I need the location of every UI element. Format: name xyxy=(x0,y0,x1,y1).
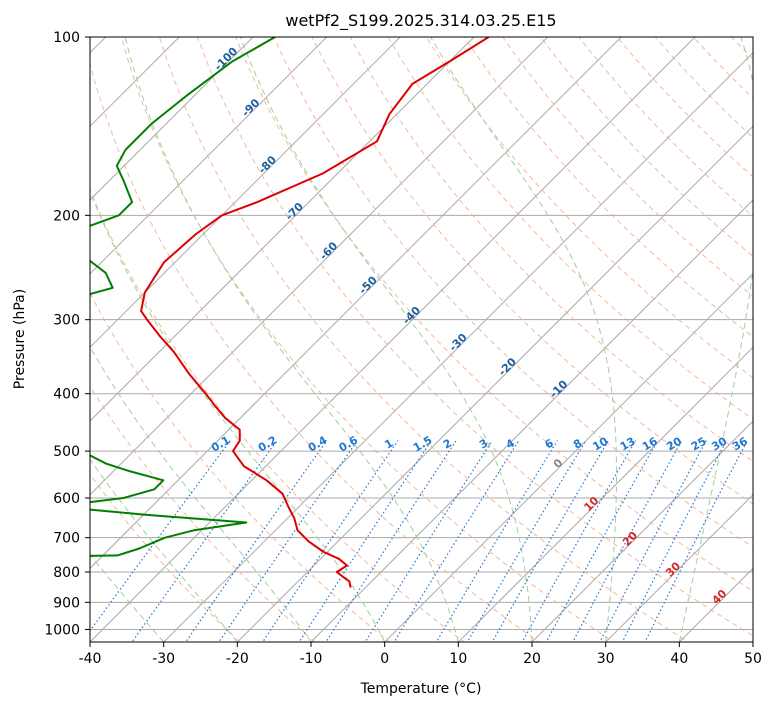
mixing-ratio-line xyxy=(325,440,457,642)
isotherm-line xyxy=(604,493,753,642)
dry-adiabat-line xyxy=(235,37,753,592)
dry-adiabat-line xyxy=(387,37,753,420)
temperature-line xyxy=(140,37,490,588)
mixing-ratio-line xyxy=(262,440,399,642)
dry-adiabat-line xyxy=(197,37,753,637)
x-tick-label: 30 xyxy=(597,651,615,667)
mixing-ratio-line xyxy=(435,440,558,642)
moist-adiabats xyxy=(90,37,753,642)
y-tick-label: 400 xyxy=(53,387,80,403)
x-axis-ticks: -40 -30 -20 -10 0 10 20 30 40 50 xyxy=(79,642,762,667)
mixing-ratio-line xyxy=(131,440,278,642)
y-tick-label: 100 xyxy=(53,30,80,46)
moist-adiabat-line xyxy=(430,37,617,642)
x-tick-label: -30 xyxy=(152,651,175,667)
isotherm-line xyxy=(90,37,475,422)
x-tick-label: 0 xyxy=(380,651,389,667)
dry-adiabat-line xyxy=(425,37,753,379)
y-tick-label: 600 xyxy=(53,491,80,507)
sounding-series xyxy=(90,37,490,588)
x-tick-label: -20 xyxy=(226,651,249,667)
mixing-ratio-line xyxy=(298,440,432,642)
mixing-ratio-line xyxy=(364,440,493,642)
isotherm-line xyxy=(90,37,181,128)
isotherm-line xyxy=(90,37,696,642)
mixing-ratio-line xyxy=(572,440,683,642)
y-axis-label: Pressure (hPa) xyxy=(12,289,28,389)
moist-adiabat-line xyxy=(239,37,533,642)
moist-adiabat-line xyxy=(678,37,753,642)
dry-adiabat-line xyxy=(120,37,615,642)
y-axis-ticks: 100 200 300 400 500 600 700 800 900 1000 xyxy=(44,30,90,638)
x-tick-label: 50 xyxy=(744,651,762,667)
isobar-grid xyxy=(90,37,753,630)
x-tick-label: 10 xyxy=(449,651,467,667)
isotherm-grid xyxy=(90,37,753,642)
chart-title: wetPf2_S199.2025.314.03.25.E15 xyxy=(285,11,556,31)
isotherm-line xyxy=(90,37,402,349)
mixing-ratio-line xyxy=(466,440,587,642)
x-tick-label: -40 xyxy=(79,651,102,667)
x-tick-label: -10 xyxy=(300,651,323,667)
isotherm-line xyxy=(310,199,753,642)
isotherm-line xyxy=(90,37,254,201)
mixing-ratio-line xyxy=(545,440,659,642)
isotherm-line xyxy=(457,346,753,642)
dry-adiabats xyxy=(90,37,753,642)
moist-adiabat-line xyxy=(90,189,386,642)
moist-adiabat-line xyxy=(90,553,165,642)
plot-frame xyxy=(89,36,754,643)
dry-adiabat-line xyxy=(502,37,753,298)
dry-adiabat-line xyxy=(90,188,465,642)
x-tick-label: 40 xyxy=(670,651,688,667)
y-tick-label: 500 xyxy=(53,444,80,460)
mixing-ratio-line xyxy=(491,440,609,642)
dry-adiabat-line xyxy=(311,37,753,505)
y-tick-label: 900 xyxy=(53,595,80,611)
isotherm-line xyxy=(531,420,753,642)
mixing-ratio-lines xyxy=(90,440,748,642)
y-tick-label: 700 xyxy=(53,531,80,547)
isotherm-line xyxy=(236,125,753,642)
isotherm-line xyxy=(90,37,328,275)
y-tick-label: 1000 xyxy=(44,622,80,638)
moist-adiabat-line xyxy=(124,37,459,642)
mixing-ratio-line xyxy=(521,440,637,642)
mixing-ratio-line xyxy=(621,440,728,642)
dry-adiabat-line xyxy=(273,37,753,548)
isotherm-line xyxy=(90,37,549,496)
dry-adiabat-line xyxy=(158,37,690,642)
x-axis-label: Temperature (°C) xyxy=(360,681,482,697)
isotherm-line xyxy=(162,51,753,642)
plot-area: 0.1 0.2 0.4 0.6 1 1.5 2 3 4 6 8 10 13 16 20 25 30 36-100-… xyxy=(90,37,753,642)
moist-adiabat-line xyxy=(90,345,312,642)
isotherm-line xyxy=(383,272,753,642)
dewpoint-line xyxy=(90,37,276,557)
dry-adiabat-line xyxy=(90,385,316,642)
y-tick-label: 800 xyxy=(53,565,80,581)
y-tick-label: 300 xyxy=(53,313,80,329)
mixing-ratio-line xyxy=(599,440,707,642)
y-tick-label: 200 xyxy=(53,208,80,224)
x-tick-label: 20 xyxy=(523,651,541,667)
dry-adiabat-line xyxy=(90,62,540,642)
dry-adiabat-line xyxy=(90,292,391,642)
moist-adiabat-line xyxy=(90,458,238,642)
mixing-ratio-line xyxy=(644,440,748,642)
isotherm-line xyxy=(90,37,623,570)
